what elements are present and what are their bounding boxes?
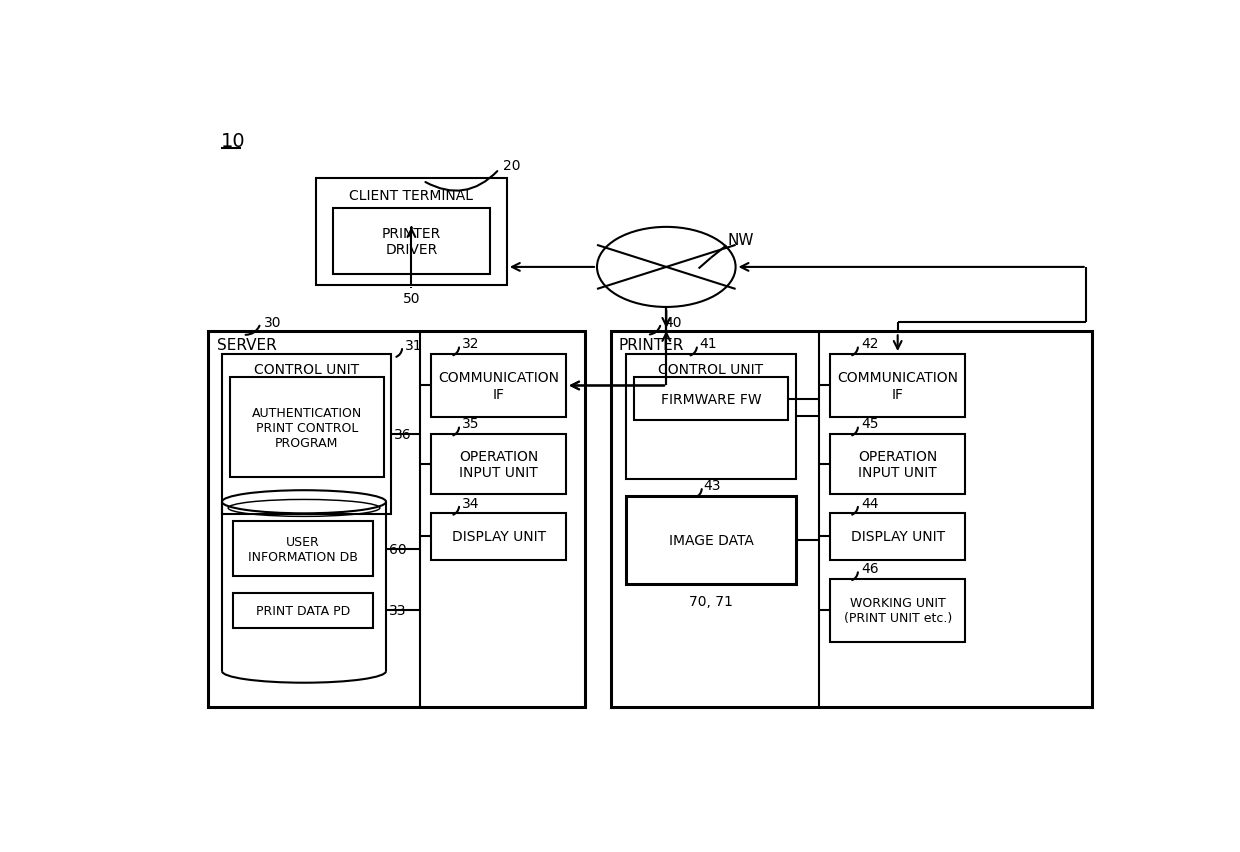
- Text: 42: 42: [861, 337, 879, 351]
- Text: 30: 30: [264, 315, 281, 329]
- Text: 43: 43: [703, 478, 720, 492]
- Bar: [432, 435, 567, 494]
- Text: DISPLAY UNIT: DISPLAY UNIT: [851, 530, 945, 544]
- Text: 41: 41: [699, 337, 717, 351]
- Text: SERVER: SERVER: [217, 337, 277, 353]
- Bar: [831, 579, 965, 642]
- Bar: [332, 209, 490, 274]
- Bar: [831, 514, 965, 560]
- Bar: [634, 377, 787, 421]
- Text: CONTROL UNIT: CONTROL UNIT: [254, 363, 360, 377]
- Ellipse shape: [596, 227, 735, 308]
- Text: USER
INFORMATION DB: USER INFORMATION DB: [248, 535, 358, 563]
- Text: 45: 45: [861, 417, 879, 431]
- Text: 70, 71: 70, 71: [689, 595, 733, 608]
- Bar: [222, 354, 392, 515]
- Bar: [432, 514, 567, 560]
- Bar: [233, 521, 373, 577]
- Bar: [432, 354, 567, 417]
- Text: 60: 60: [389, 542, 407, 556]
- Bar: [626, 354, 796, 479]
- Text: 50: 50: [403, 292, 420, 306]
- Text: 36: 36: [394, 428, 412, 441]
- Text: CLIENT TERMINAL: CLIENT TERMINAL: [350, 189, 474, 203]
- Text: 33: 33: [389, 603, 407, 618]
- Bar: [316, 179, 507, 285]
- Bar: [626, 496, 796, 584]
- Text: DISPLAY UNIT: DISPLAY UNIT: [451, 530, 546, 544]
- Text: 31: 31: [405, 338, 423, 352]
- Text: OPERATION
INPUT UNIT: OPERATION INPUT UNIT: [858, 449, 937, 480]
- Text: COMMUNICATION
IF: COMMUNICATION IF: [837, 371, 959, 401]
- Text: 44: 44: [861, 496, 879, 510]
- Text: FIRMWARE FW: FIRMWARE FW: [661, 392, 761, 406]
- Bar: [831, 354, 965, 417]
- Bar: [611, 331, 1092, 707]
- Text: OPERATION
INPUT UNIT: OPERATION INPUT UNIT: [459, 449, 538, 480]
- Text: 34: 34: [463, 496, 480, 510]
- Ellipse shape: [222, 491, 386, 514]
- Text: COMMUNICATION
IF: COMMUNICATION IF: [438, 371, 559, 401]
- Bar: [831, 435, 965, 494]
- Text: AUTHENTICATION
PRINT CONTROL
PROGRAM: AUTHENTICATION PRINT CONTROL PROGRAM: [252, 406, 362, 449]
- Text: 32: 32: [463, 337, 480, 351]
- Text: PRINT DATA PD: PRINT DATA PD: [255, 604, 350, 617]
- Text: 20: 20: [503, 158, 521, 172]
- Text: 10: 10: [221, 132, 246, 151]
- Text: 46: 46: [861, 561, 879, 575]
- Bar: [229, 377, 383, 478]
- Text: PRINTER: PRINTER: [619, 337, 683, 353]
- Bar: [233, 593, 373, 628]
- Text: NW: NW: [728, 233, 754, 248]
- Text: IMAGE DATA: IMAGE DATA: [668, 533, 754, 547]
- Text: PRINTER
DRIVER: PRINTER DRIVER: [382, 227, 441, 256]
- Text: 40: 40: [665, 315, 682, 329]
- Text: 35: 35: [463, 417, 480, 431]
- Text: CONTROL UNIT: CONTROL UNIT: [658, 363, 764, 377]
- Bar: [208, 331, 585, 707]
- Text: WORKING UNIT
(PRINT UNIT etc.): WORKING UNIT (PRINT UNIT etc.): [843, 596, 952, 625]
